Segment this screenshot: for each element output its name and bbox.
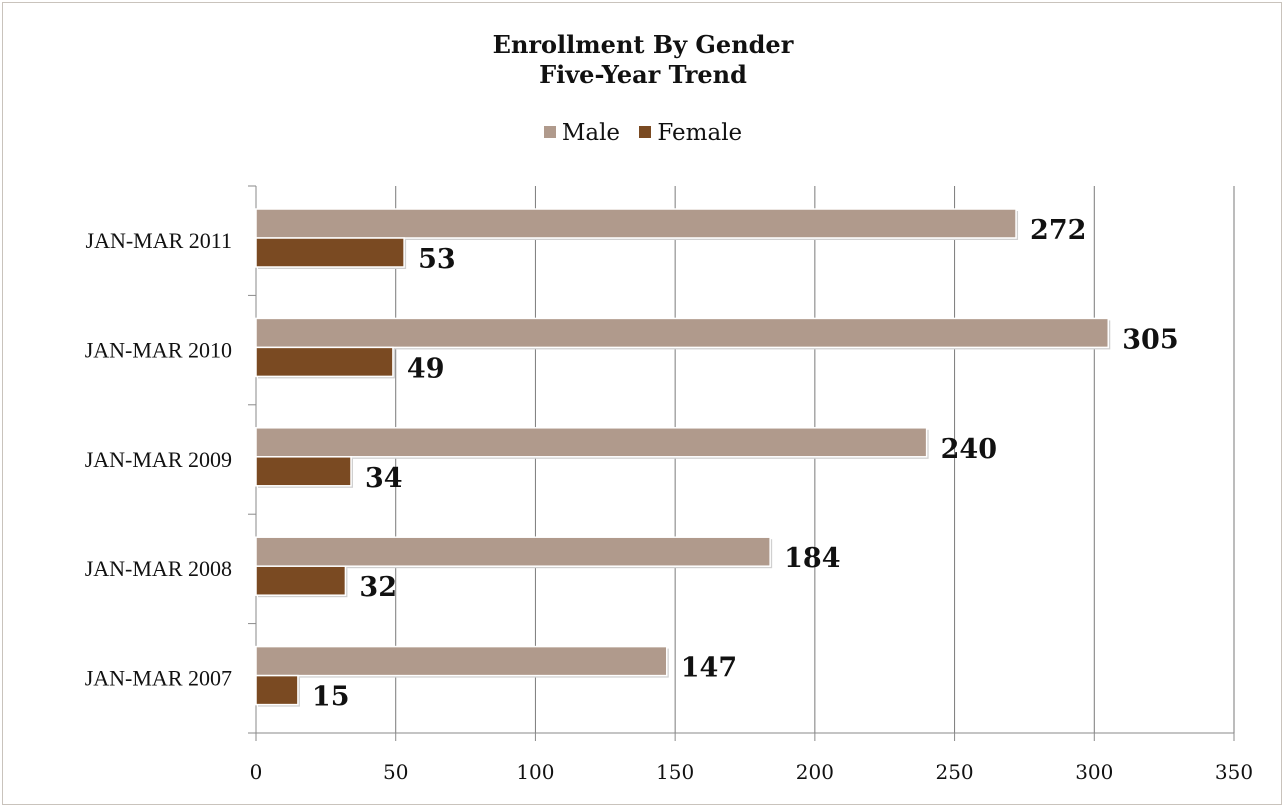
male-data-label: 305 <box>1122 324 1178 355</box>
x-tick-label: 0 <box>250 760 263 784</box>
category-label: JAN-MAR 2011 <box>86 228 232 253</box>
category-label: JAN-MAR 2009 <box>85 447 232 472</box>
category-label: JAN-MAR 2007 <box>85 666 232 691</box>
female-bar <box>255 565 347 596</box>
chart-subtitle: Five-Year Trend <box>539 60 747 89</box>
legend: Male Female <box>0 120 1286 146</box>
male-data-label: 240 <box>941 434 997 465</box>
female-bar <box>255 237 405 268</box>
legend-item-male: Male <box>543 120 621 146</box>
male-bar <box>255 536 771 567</box>
female-bar <box>255 674 299 706</box>
male-data-label: 147 <box>681 653 737 684</box>
chart-title: Enrollment By Gender <box>492 30 794 59</box>
x-tick-label: 300 <box>1075 760 1113 784</box>
legend-label-female: Female <box>657 120 743 146</box>
male-bar <box>255 208 1017 239</box>
female-data-label: 32 <box>359 572 397 603</box>
x-tick-label: 100 <box>516 760 554 784</box>
category-label: JAN-MAR 2010 <box>85 337 232 362</box>
female-data-label: 34 <box>365 463 403 494</box>
female-data-label: 53 <box>418 244 456 275</box>
legend-swatch-female <box>639 126 652 138</box>
legend-label-male: Male <box>561 120 621 146</box>
x-tick-label: 150 <box>656 760 694 784</box>
female-data-label: 15 <box>312 682 350 713</box>
category-label: JAN-MAR 2008 <box>85 556 232 581</box>
legend-swatch-male <box>543 126 556 138</box>
male-bar <box>255 427 928 458</box>
x-tick-label: 200 <box>796 760 834 784</box>
male-data-label: 184 <box>784 543 840 574</box>
x-tick-label: 250 <box>935 760 973 784</box>
female-bar <box>255 456 352 487</box>
male-data-label: 272 <box>1030 215 1086 246</box>
female-data-label: 49 <box>407 353 445 384</box>
female-bar <box>255 346 394 378</box>
x-tick-label: 50 <box>383 760 408 784</box>
male-bar <box>255 645 668 677</box>
legend-item-female: Female <box>639 120 742 146</box>
x-tick-label: 350 <box>1215 760 1253 784</box>
male-bar <box>255 317 1110 349</box>
